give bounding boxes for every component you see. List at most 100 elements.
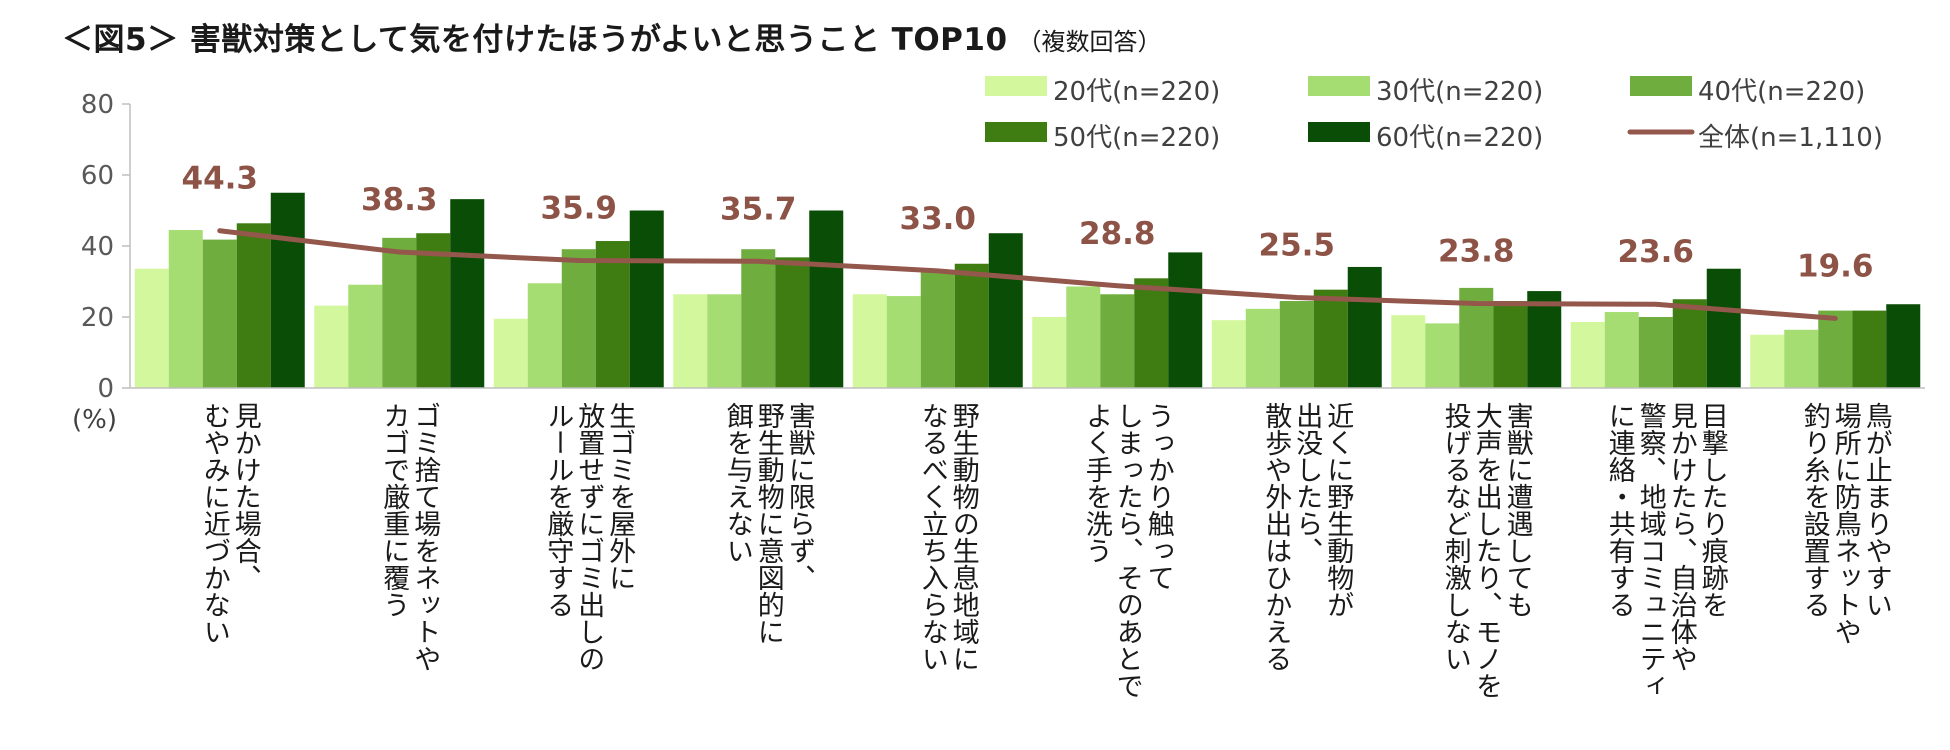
legend-item: 30代(n=220) [1308, 76, 1543, 107]
legend-label: 40代(n=220) [1698, 77, 1865, 107]
category-label-line: 害獣に遭遇しても [1502, 402, 1533, 618]
bar [954, 263, 989, 388]
total-value-label: 38.3 [361, 182, 438, 218]
legend-label: 60代(n=220) [1376, 123, 1543, 153]
bar [886, 296, 921, 388]
category-label-line: うっかり触って [1143, 402, 1175, 591]
category-label-line: 野生動物の生息地域に [948, 402, 980, 672]
legend-label: 50代(n=220) [1053, 123, 1220, 153]
bar [1134, 278, 1169, 388]
bar [1750, 334, 1785, 388]
bar [1493, 301, 1528, 388]
bar [1100, 294, 1135, 388]
bar [1604, 312, 1639, 388]
category-label-line: 生ゴミを屋外に [604, 402, 636, 591]
bar [852, 294, 887, 388]
bar [1347, 266, 1382, 388]
category-label-line: 近くに野生動物が [1322, 402, 1354, 618]
bar [1279, 301, 1314, 388]
category-label-line: 散歩や外出はひかえる [1260, 402, 1291, 672]
total-value-label: 44.3 [182, 161, 259, 197]
category-label-line: なるべく立ち入らない [917, 402, 948, 672]
bar [314, 305, 349, 388]
category-label-line: むやみに近づかない [199, 402, 230, 645]
legend-swatch [985, 122, 1047, 142]
category-label-line: よく手を洗う [1081, 402, 1112, 564]
category-label-line: 餌を与えない [722, 402, 754, 564]
total-line [217, 228, 1838, 321]
category-label-line: カゴで厳重に覆う [378, 402, 410, 618]
bar [1425, 323, 1460, 388]
category-label-line: 見かけた場合、 [230, 402, 262, 591]
y-tick-label: 20 [81, 303, 114, 333]
total-value-label: 28.8 [1079, 216, 1156, 252]
bar [416, 233, 451, 388]
category-label-line: に連絡・共有する [1604, 402, 1636, 618]
bar [1527, 291, 1562, 388]
bar [595, 241, 630, 388]
bar [493, 318, 528, 388]
y-tick-label: 80 [81, 90, 114, 120]
bar [988, 233, 1023, 388]
bar [1818, 310, 1853, 388]
bar [1211, 320, 1246, 388]
bar [348, 284, 383, 388]
bar [1886, 304, 1921, 388]
bar [1168, 252, 1203, 388]
chart-title: ＜図5＞ 害獣対策として気を付けたほうがよいと思うこと TOP10 （複数回答） [62, 14, 1162, 59]
legend-item: 50代(n=220) [985, 122, 1220, 153]
category-label-line: 警察、地域コミュニティ [1635, 402, 1667, 699]
category-label-line: ゴミ捨て場をネットや [409, 402, 441, 672]
bar [1672, 299, 1707, 388]
total-value-label: 25.5 [1259, 227, 1336, 263]
bar [134, 268, 169, 388]
category-label-line: 放置せずにゴミ出しの [573, 402, 605, 672]
bar [450, 199, 485, 388]
bar [673, 294, 708, 388]
bar [1066, 286, 1101, 388]
bar [775, 257, 810, 388]
category-label: 見かけた場合、むやみに近づかない [199, 402, 262, 645]
bar [741, 249, 776, 388]
legend-item: 40代(n=220) [1630, 76, 1865, 107]
y-tick-label: 40 [81, 232, 114, 262]
category-label-line: 大声を出したり、モノを [1471, 402, 1503, 699]
total-value-label: 33.0 [900, 201, 977, 237]
category-label-line: 害獣に限らず、 [784, 402, 815, 591]
bar [1638, 317, 1673, 388]
bar [1784, 329, 1819, 388]
category-label-line: 鳥が止まりやすい [1861, 402, 1892, 618]
total-value-label: 19.6 [1797, 248, 1874, 284]
bar [1570, 321, 1605, 388]
category-label-line: 出没したら、 [1291, 402, 1323, 564]
legend-label: 全体(n=1,110) [1698, 123, 1883, 153]
legend-item: 20代(n=220) [985, 76, 1220, 107]
bar [707, 294, 742, 388]
category-label-line: 目撃したり痕跡を [1697, 402, 1729, 618]
bar [1245, 308, 1280, 388]
bar [202, 239, 237, 388]
legend-swatch [1308, 76, 1370, 96]
category-label-line: 投げるなど刺激しない [1440, 402, 1472, 672]
bar [1313, 289, 1348, 388]
legend-label: 30代(n=220) [1376, 77, 1543, 107]
chart-title-main: ＜図5＞ 害獣対策として気を付けたほうがよいと思うこと TOP10 [62, 22, 1008, 58]
bar [236, 223, 271, 388]
chart-title-subtitle: （複数回答） [1017, 28, 1162, 56]
total-value-label: 35.9 [541, 191, 618, 227]
category-label-line: 釣り糸を設置する [1799, 402, 1831, 618]
bar [382, 237, 417, 388]
category-label-line: 見かけたら、自治体や [1666, 402, 1698, 672]
legend-item: 全体(n=1,110) [1627, 123, 1883, 153]
category-label-line: 野生動物に意図的に [753, 402, 785, 645]
total-value-label: 35.7 [720, 191, 797, 227]
